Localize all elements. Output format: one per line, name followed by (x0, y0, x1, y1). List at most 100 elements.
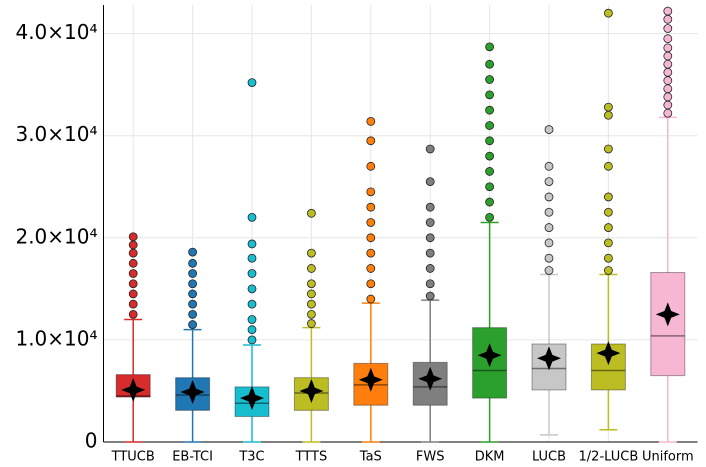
outlier (544, 238, 554, 248)
outlier (425, 202, 435, 212)
outlier (306, 264, 316, 273)
outlier (663, 59, 673, 69)
outlier (485, 42, 495, 52)
outlier (247, 78, 257, 87)
outlier (544, 161, 554, 171)
mean-marker (121, 377, 146, 402)
mean-marker (477, 343, 502, 368)
outlier (128, 269, 138, 278)
y-tick-label: 1.0×10⁴ (15, 326, 97, 350)
outlier (544, 125, 554, 134)
mean-marker (299, 378, 324, 403)
outlier (425, 264, 435, 273)
outlier (544, 223, 554, 232)
outlier (663, 76, 673, 85)
outlier (604, 223, 613, 232)
y-tick-label: 0 (85, 429, 98, 453)
outlier (366, 233, 376, 243)
outlier (663, 34, 673, 44)
outlier (485, 75, 495, 84)
outlier (366, 218, 376, 227)
outlier (188, 258, 198, 268)
outlier (485, 105, 495, 115)
x-tick-label: TaS (359, 450, 382, 465)
outlier (366, 161, 376, 171)
outlier (188, 289, 198, 299)
outlier (128, 289, 138, 299)
outlier (663, 43, 673, 53)
x-tick-label: T3C (238, 450, 264, 465)
outlier (366, 116, 376, 126)
outlier (128, 248, 138, 258)
x-tick-label: 1/2-LUCB (579, 450, 639, 465)
outlier (485, 167, 495, 176)
y-tick-label: 4.0×10⁴ (15, 20, 97, 44)
outlier (425, 233, 435, 243)
outlier (247, 253, 257, 263)
outlier (306, 299, 316, 309)
outlier (663, 67, 673, 77)
outlier (604, 8, 613, 18)
x-tick-label: DKM (475, 450, 505, 465)
outlier (485, 182, 495, 192)
outlier (247, 284, 257, 294)
outlier (485, 121, 495, 130)
outlier (306, 208, 316, 218)
outlier (663, 6, 673, 16)
x-tick-label: FWS (416, 450, 445, 465)
outlier (306, 319, 316, 328)
outlier (663, 100, 673, 110)
outlier (247, 239, 257, 249)
x-tick-label: Uniform (642, 450, 694, 465)
outlier (604, 253, 613, 263)
outlier (425, 291, 435, 301)
outlier (188, 309, 198, 319)
outlier (247, 269, 257, 278)
outlier (366, 264, 376, 273)
outlier (604, 102, 613, 112)
mean-marker (596, 341, 621, 366)
outlier (128, 309, 138, 319)
outlier (604, 144, 613, 154)
outlier (188, 279, 198, 289)
outlier (128, 240, 138, 250)
outlier (604, 238, 613, 248)
outlier (425, 218, 435, 227)
outlier (425, 144, 435, 154)
outlier (366, 136, 376, 146)
outlier (247, 335, 257, 345)
outlier (663, 92, 673, 102)
mean-marker (240, 386, 264, 411)
outlier (306, 289, 316, 299)
outlier (306, 309, 316, 319)
x-tick-label: LUCB (532, 450, 566, 465)
outlier (247, 325, 257, 335)
outlier (485, 59, 495, 69)
outlier (604, 161, 613, 171)
mean-marker (537, 346, 561, 371)
outlier (366, 202, 376, 212)
mean-marker (358, 367, 383, 392)
outlier (604, 110, 613, 120)
outlier (544, 207, 554, 217)
outlier (663, 14, 673, 24)
outlier (485, 212, 495, 222)
mean-marker (418, 366, 443, 391)
outlier (604, 192, 613, 202)
outlier (544, 266, 554, 275)
outlier (247, 299, 257, 309)
outlier (366, 294, 376, 304)
outlier (128, 279, 138, 289)
outlier (188, 269, 198, 278)
x-tick-label: EB-TCI (172, 450, 213, 465)
outlier (485, 136, 495, 146)
outlier (425, 279, 435, 289)
outlier (485, 151, 495, 161)
outlier (663, 108, 673, 118)
outlier (306, 248, 316, 258)
outlier (128, 232, 138, 242)
outlier (128, 258, 138, 268)
outlier (188, 247, 198, 257)
mean-marker (180, 379, 205, 404)
outlier (366, 187, 376, 197)
